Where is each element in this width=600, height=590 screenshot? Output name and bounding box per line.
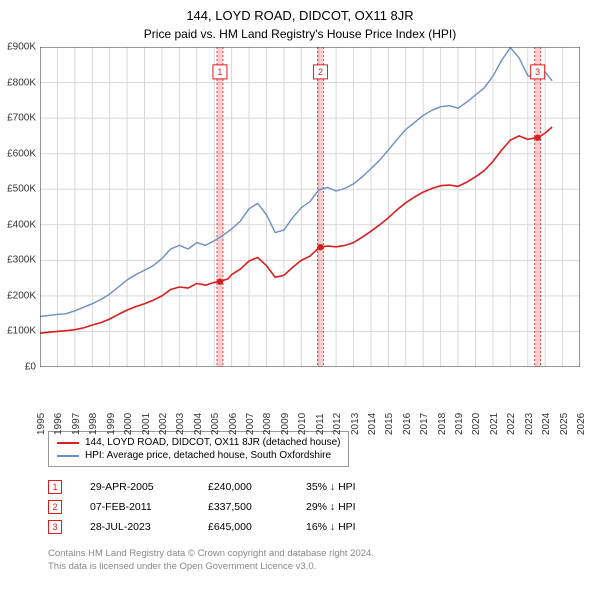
- x-tick-label: 2015: [384, 413, 395, 435]
- x-tick-label: 2020: [471, 413, 482, 435]
- chart-svg: 1 2 3: [40, 47, 580, 367]
- y-tick-label: £100K: [7, 326, 36, 337]
- legend-item: 144, LOYD ROAD, DIDCOT, OX11 8JR (detach…: [57, 436, 340, 449]
- sale-row: 1 29-APR-2005 £240,000 35% ↓ HPI: [48, 477, 600, 497]
- x-tick-label: 2004: [193, 413, 204, 435]
- svg-text:3: 3: [535, 67, 540, 77]
- legend-label: HPI: Average price, detached house, Sout…: [85, 450, 331, 461]
- x-tick-label: 2022: [506, 413, 517, 435]
- x-tick-label: 2009: [280, 413, 291, 435]
- x-tick-label: 1998: [88, 413, 99, 435]
- x-tick-label: 2007: [245, 413, 256, 435]
- sale-price: £645,000: [208, 521, 278, 533]
- x-tick-label: 2013: [350, 413, 361, 435]
- x-tick-label: 2008: [262, 413, 273, 435]
- x-tick-label: 2011: [315, 413, 326, 435]
- chart-title: 144, LOYD ROAD, DIDCOT, OX11 8JR: [0, 0, 600, 23]
- y-tick-label: £700K: [7, 113, 36, 124]
- sales-table: 1 29-APR-2005 £240,000 35% ↓ HPI 2 07-FEB-201…: [48, 477, 600, 537]
- x-tick-label: 2006: [228, 413, 239, 435]
- x-tick-label: 1996: [53, 413, 64, 435]
- sale-diff: 16% ↓ HPI: [306, 521, 396, 533]
- x-tick-label: 2005: [210, 413, 221, 435]
- x-tick-label: 2012: [332, 413, 343, 435]
- sale-date: 28-JUL-2023: [90, 521, 180, 533]
- legend-label: 144, LOYD ROAD, DIDCOT, OX11 8JR (detach…: [85, 437, 340, 448]
- y-tick-label: £600K: [7, 148, 36, 159]
- y-tick-label: £400K: [7, 219, 36, 230]
- sale-marker-box: 2: [48, 500, 62, 514]
- x-tick-label: 2021: [489, 413, 500, 435]
- sale-marker-box: 3: [48, 520, 62, 534]
- sale-date: 29-APR-2005: [90, 481, 180, 493]
- legend: 144, LOYD ROAD, DIDCOT, OX11 8JR (detach…: [48, 431, 349, 467]
- footer: Contains HM Land Registry data © Crown c…: [48, 547, 600, 584]
- y-tick-label: £800K: [7, 77, 36, 88]
- svg-text:1: 1: [217, 67, 222, 77]
- y-tick-label: £200K: [7, 290, 36, 301]
- legend-swatch: [57, 442, 79, 444]
- x-tick-label: 2024: [541, 413, 552, 435]
- chart-subtitle: Price paid vs. HM Land Registry's House …: [0, 23, 600, 47]
- sale-row: 2 07-FEB-2011 £337,500 29% ↓ HPI: [48, 497, 600, 517]
- sale-marker-box: 1: [48, 480, 62, 494]
- y-tick-label: £300K: [7, 255, 36, 266]
- sale-row: 3 28-JUL-2023 £645,000 16% ↓ HPI: [48, 517, 600, 537]
- x-tick-label: 2017: [419, 413, 430, 435]
- x-tick-label: 2014: [367, 413, 378, 435]
- x-tick-label: 2002: [158, 413, 169, 435]
- x-tick-label: 2018: [437, 413, 448, 435]
- sale-diff: 35% ↓ HPI: [306, 481, 396, 493]
- x-tick-label: 2000: [123, 413, 134, 435]
- x-tick-label: 2003: [175, 413, 186, 435]
- x-tick-label: 2023: [524, 413, 535, 435]
- plot-area: 1 2 3: [40, 47, 600, 387]
- sale-price: £337,500: [208, 501, 278, 513]
- x-tick-label: 2010: [297, 413, 308, 435]
- x-tick-label: 1995: [36, 413, 47, 435]
- legend-item: HPI: Average price, detached house, Sout…: [57, 449, 340, 462]
- footer-line: This data is licensed under the Open Gov…: [48, 560, 600, 573]
- x-tick-label: 2016: [402, 413, 413, 435]
- y-tick-label: £0: [25, 362, 36, 373]
- footer-line: Contains HM Land Registry data © Crown c…: [48, 547, 600, 560]
- x-tick-label: 2019: [454, 413, 465, 435]
- sale-diff: 29% ↓ HPI: [306, 501, 396, 513]
- svg-text:2: 2: [318, 67, 323, 77]
- y-tick-label: £500K: [7, 184, 36, 195]
- x-tick-label: 2025: [559, 413, 570, 435]
- y-axis-labels: £0 £100K £200K £300K £400K £500K £600K £700K £80…: [0, 47, 40, 387]
- chart-container: 144, LOYD ROAD, DIDCOT, OX11 8JR Price p…: [0, 0, 600, 584]
- y-tick-label: £900K: [7, 42, 36, 53]
- x-tick-label: 2001: [141, 413, 152, 435]
- legend-swatch: [57, 455, 79, 457]
- sale-price: £240,000: [208, 481, 278, 493]
- sale-date: 07-FEB-2011: [90, 501, 180, 513]
- x-axis-labels: 1995199619971998199920002001200220032004…: [40, 387, 600, 425]
- x-tick-label: 2026: [576, 413, 587, 435]
- x-tick-label: 1999: [106, 413, 117, 435]
- x-tick-label: 1997: [71, 413, 82, 435]
